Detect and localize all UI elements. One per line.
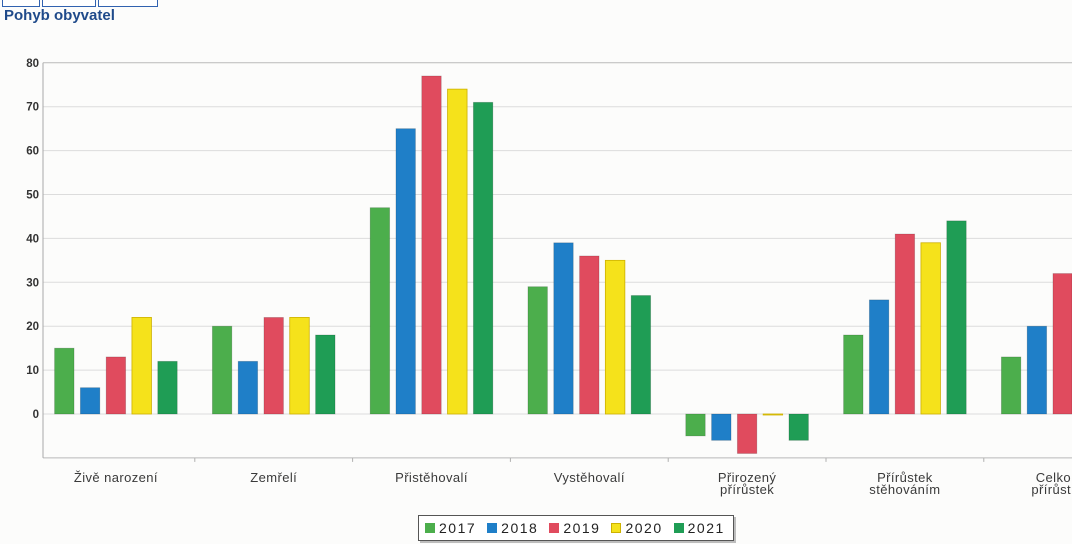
y-tick-label: 20	[26, 321, 39, 333]
bar-2020-5	[920, 242, 941, 415]
bar-2019-3	[579, 255, 600, 415]
legend-item-2019: 2019	[549, 520, 600, 536]
bar-2021-4	[788, 413, 809, 441]
x-tick-label: Vystěhovalí	[554, 470, 625, 485]
bar-2021-3	[630, 295, 652, 415]
bar-2020-3	[604, 259, 626, 415]
y-tick-label: 0	[33, 409, 39, 421]
x-tick-label: Živě narození	[74, 470, 158, 485]
bar-2019-2	[421, 75, 442, 415]
bar-2017-2	[369, 207, 391, 415]
bar-2017-3	[527, 286, 548, 415]
legend-swatch	[487, 523, 498, 533]
bar-2021-1	[315, 334, 336, 415]
bar-2018-1	[237, 360, 259, 415]
bar-2019-1	[263, 317, 284, 415]
y-tick-label: 80	[26, 58, 39, 70]
tab-box[interactable]	[2, 0, 40, 7]
bar-2021-0	[157, 360, 178, 415]
legend-swatch	[425, 523, 435, 533]
bar-2021-5	[946, 220, 967, 415]
x-tick-label: Celko	[1036, 470, 1071, 485]
x-tick-label: Přistěhovalí	[395, 470, 468, 485]
bar-2021-2	[472, 101, 494, 415]
bar-2020-1	[289, 317, 310, 415]
bar-2018-3	[553, 242, 574, 415]
bar-2018-0	[79, 387, 101, 415]
bar-2018-2	[395, 128, 416, 415]
bar-2019-6	[1052, 273, 1072, 415]
bar-2019-4	[736, 413, 758, 454]
legend-item-2018: 2018	[487, 520, 538, 536]
x-tick-label: Přírůstek	[877, 470, 933, 485]
bar-2017-1	[211, 325, 233, 415]
legend-label: 2019	[563, 520, 601, 536]
y-tick-label: 70	[26, 102, 39, 114]
legend-swatch	[673, 523, 684, 533]
bar-2018-6	[1026, 325, 1048, 415]
y-tick-label: 50	[26, 190, 39, 202]
legend-swatch	[549, 523, 560, 533]
legend-swatch	[611, 523, 622, 533]
bar-2019-5	[894, 233, 916, 415]
y-tick-label: 10	[26, 365, 39, 377]
bar-2020-0	[131, 317, 152, 415]
x-tick-label: přírůstek	[720, 482, 774, 497]
y-tick-label: 40	[26, 233, 39, 245]
x-tick-label: stěhováním	[869, 482, 940, 497]
legend-item-2017: 2017	[425, 520, 476, 536]
chart-title: Pohyb obyvatel	[4, 7, 115, 24]
legend-item-2020: 2020	[611, 520, 662, 536]
bar-2017-0	[54, 347, 75, 415]
legend-item-2021: 2021	[673, 520, 725, 536]
x-tick-label: přírůst	[1031, 482, 1071, 497]
y-tick-label: 60	[26, 146, 39, 158]
chart-legend: 2017 2018 2019 2020 2021	[418, 515, 734, 541]
legend-label: 2020	[625, 520, 663, 536]
bar-2018-4	[711, 413, 732, 441]
bar-2017-6	[1000, 356, 1022, 415]
bar-2020-4	[762, 413, 784, 416]
bar-2017-4	[685, 413, 706, 437]
y-tick-label: 30	[26, 277, 39, 289]
tab-box[interactable]	[42, 0, 96, 7]
legend-label: 2017	[439, 520, 477, 536]
x-tick-label: Zemřelí	[250, 470, 297, 485]
legend-label: 2018	[501, 520, 539, 536]
legend-label: 2021	[687, 520, 725, 536]
bar-2019-0	[105, 356, 127, 415]
bar-2020-2	[447, 88, 468, 415]
bar-2017-5	[843, 334, 864, 415]
bar-2018-5	[868, 299, 890, 415]
tab-box[interactable]	[98, 0, 158, 7]
x-tick-label: Přirozený	[718, 470, 777, 485]
